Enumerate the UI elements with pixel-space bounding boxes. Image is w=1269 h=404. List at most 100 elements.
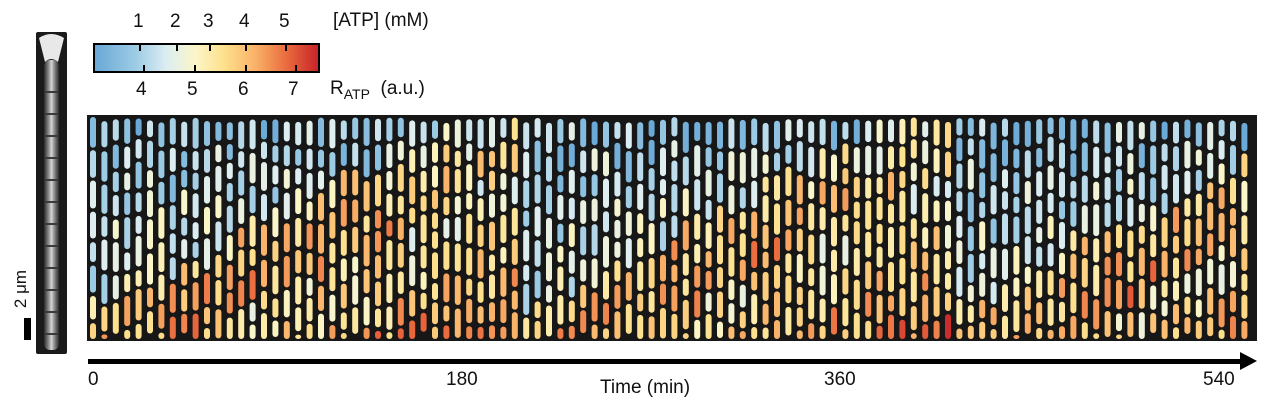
cell (603, 302, 609, 325)
cell (101, 216, 108, 237)
cell (1218, 187, 1225, 210)
cell (1230, 316, 1236, 339)
cell (876, 223, 883, 245)
cell (272, 186, 279, 204)
cell (1184, 140, 1191, 169)
cell (1002, 191, 1008, 210)
cell (477, 150, 484, 178)
cell (306, 297, 313, 322)
cell (1013, 148, 1020, 169)
cell (272, 298, 279, 318)
cell (1207, 317, 1214, 337)
cell (489, 325, 495, 339)
cell (865, 231, 872, 258)
cell (922, 193, 929, 224)
cell (1241, 320, 1248, 339)
cell (363, 327, 370, 339)
cell (580, 118, 587, 148)
cell (842, 214, 849, 232)
cell (1093, 299, 1100, 330)
cell (1116, 194, 1122, 222)
cell (1230, 120, 1236, 142)
cell (899, 118, 906, 145)
cell (283, 168, 290, 189)
cell (283, 223, 290, 253)
cell (1002, 248, 1008, 281)
cell (933, 253, 940, 285)
cell (443, 165, 450, 194)
cell (717, 173, 723, 203)
cell (158, 150, 165, 179)
cell (888, 295, 894, 312)
cell (500, 267, 507, 297)
cell (580, 310, 587, 334)
cell (101, 306, 108, 332)
cell (409, 176, 416, 205)
cell (705, 169, 712, 197)
cell (1195, 320, 1202, 339)
cell (671, 215, 678, 238)
cell (717, 291, 723, 318)
cell (249, 302, 256, 322)
cell (671, 140, 678, 158)
cell (272, 165, 279, 185)
cell (1161, 280, 1168, 298)
cell (728, 185, 735, 215)
cell (751, 327, 758, 339)
cell (489, 170, 495, 191)
cell (1059, 171, 1065, 198)
cell (1150, 312, 1157, 334)
cell (910, 305, 917, 331)
cell (101, 239, 108, 271)
cell (397, 297, 404, 326)
cell (625, 303, 632, 334)
cell (397, 217, 404, 241)
time-tick-label: 360 (824, 369, 856, 390)
cell (1024, 313, 1031, 334)
cell (1138, 122, 1145, 140)
cell (204, 148, 210, 173)
cell (979, 321, 986, 339)
cell (1036, 147, 1043, 168)
cell (386, 143, 393, 169)
cell (945, 121, 951, 149)
cell (215, 221, 222, 252)
cell (888, 226, 894, 258)
cell (295, 334, 302, 339)
cell (1093, 120, 1100, 144)
cell (956, 240, 963, 264)
cell (1127, 230, 1134, 258)
cell (967, 305, 974, 323)
cell (888, 203, 894, 224)
cell (226, 162, 233, 180)
cell (796, 253, 803, 284)
cell (888, 314, 894, 339)
cell (899, 257, 906, 285)
cell (1195, 299, 1202, 318)
cell (694, 179, 701, 211)
cell (967, 225, 974, 252)
cell (1173, 280, 1179, 301)
cell (363, 234, 370, 267)
cell (1081, 205, 1088, 234)
cell (375, 144, 381, 171)
cell (956, 191, 963, 212)
cell (90, 211, 96, 239)
cell (876, 294, 883, 324)
cell (842, 268, 849, 295)
colorbar-bottom-label: RATP (a.u.) (330, 78, 425, 102)
cell (283, 121, 290, 142)
cell (477, 281, 484, 303)
cell (1184, 119, 1191, 139)
cell (124, 192, 131, 216)
cell (272, 145, 279, 163)
cell (751, 147, 758, 179)
cell (637, 213, 644, 235)
cell (306, 148, 313, 170)
cell (112, 171, 119, 193)
cell (238, 280, 245, 307)
cell (1013, 172, 1020, 195)
cell (511, 268, 518, 288)
cell (774, 203, 780, 235)
cell (625, 151, 632, 183)
